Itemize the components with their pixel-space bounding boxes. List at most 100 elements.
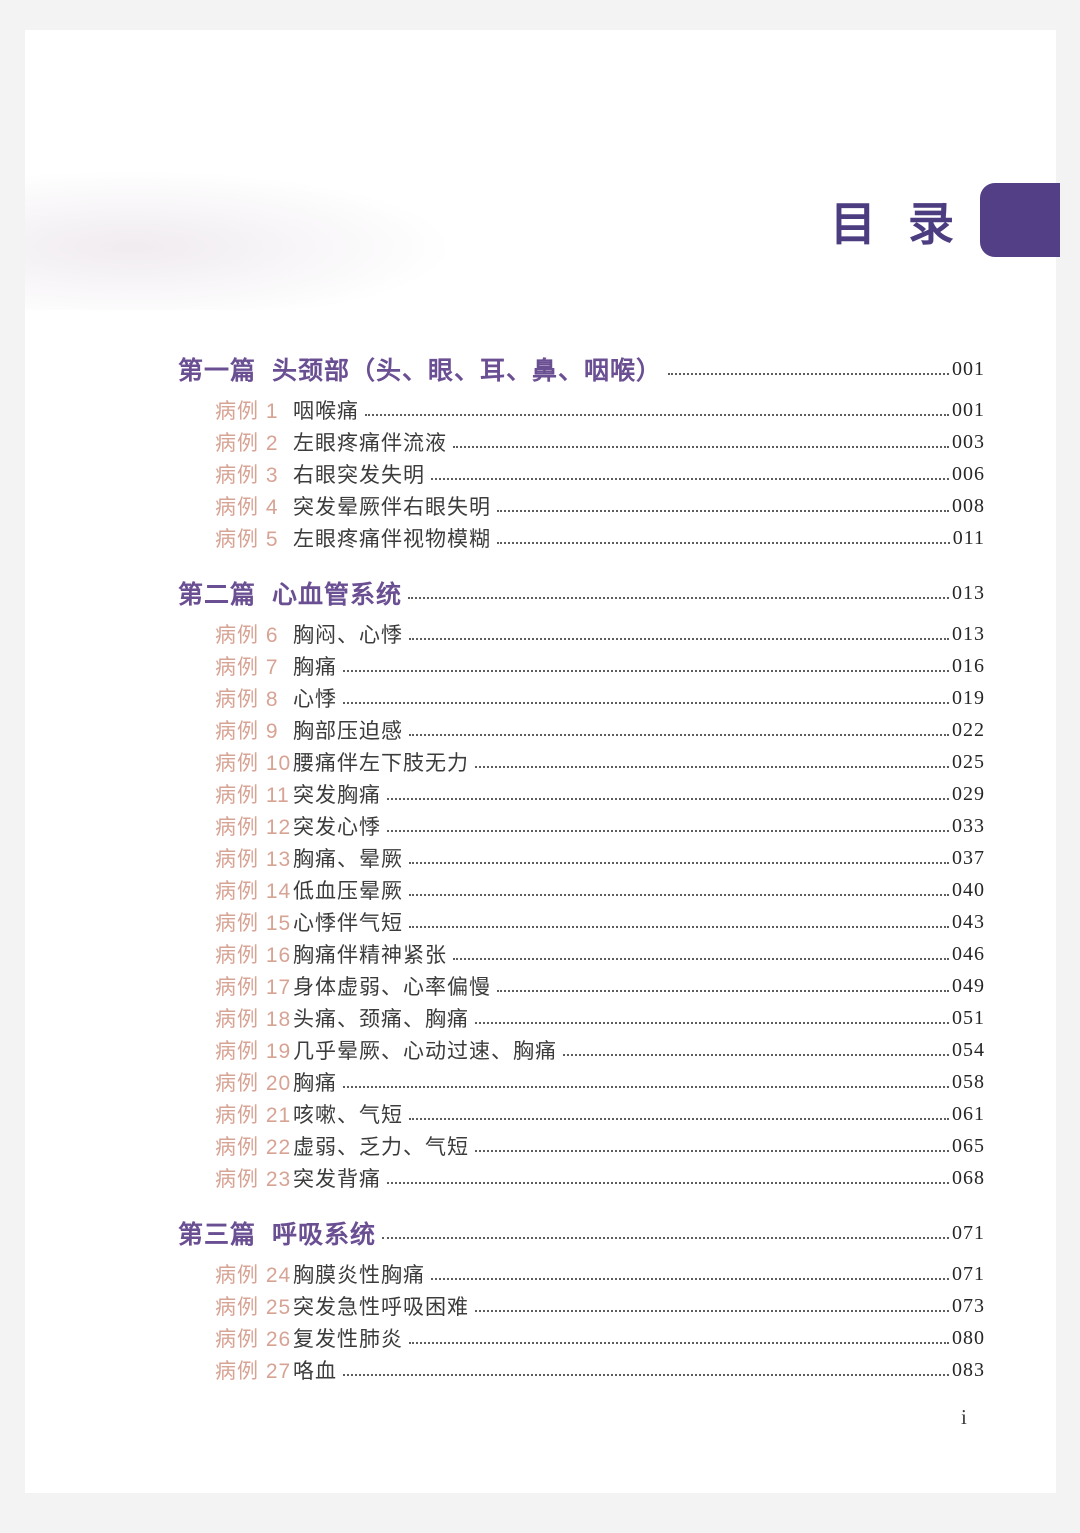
section-label: 第二篇	[178, 581, 257, 609]
case-title: 突发心悸	[293, 816, 381, 839]
case-row: 病例 8 心悸 019	[215, 682, 985, 714]
case-page-number: 080	[952, 1326, 985, 1349]
case-row: 病例 13 胸痛、晕厥 037	[215, 842, 985, 874]
case-label: 病例 7	[215, 656, 279, 679]
case-row: 病例 2 左眼疼痛伴流液 003	[215, 426, 985, 458]
case-page-number: 049	[952, 974, 985, 997]
section-page-number: 013	[952, 581, 985, 604]
case-title: 虚弱、乏力、气短	[293, 1136, 469, 1159]
case-page-number: 019	[952, 686, 985, 709]
dot-leader	[668, 373, 949, 375]
dot-leader	[408, 597, 949, 599]
case-title: 突发急性呼吸困难	[293, 1296, 469, 1319]
case-row: 病例 18 头痛、颈痛、胸痛 051	[215, 1002, 985, 1034]
case-page-number: 016	[952, 654, 985, 677]
case-title: 咽喉痛	[293, 400, 359, 423]
case-row: 病例 20 胸痛 058	[215, 1066, 985, 1098]
folio-page-number: i	[961, 1405, 967, 1429]
case-page-number: 083	[952, 1358, 985, 1381]
case-row: 病例 6 胸闷、心悸 013	[215, 618, 985, 650]
case-title: 腰痛伴左下肢无力	[293, 752, 469, 775]
case-page-number: 033	[952, 814, 985, 837]
case-label: 病例 21	[215, 1104, 292, 1127]
case-label: 病例 1	[215, 400, 279, 423]
dot-leader	[343, 1086, 949, 1088]
case-row: 病例 15 心悸伴气短 043	[215, 906, 985, 938]
case-title: 咯血	[293, 1360, 337, 1383]
case-title: 左眼疼痛伴视物模糊	[293, 528, 491, 551]
case-page-number: 011	[952, 526, 985, 549]
case-title: 胸痛	[293, 1072, 337, 1095]
case-title: 右眼突发失明	[293, 464, 425, 487]
dot-leader	[475, 1150, 949, 1152]
case-title: 身体虚弱、心率偏慢	[293, 976, 491, 999]
chapter-corner-tab	[980, 183, 1060, 257]
page-title: 目录	[830, 198, 986, 250]
dot-leader	[343, 1374, 949, 1376]
case-label: 病例 5	[215, 528, 279, 551]
case-title: 低血压晕厥	[293, 880, 403, 903]
case-page-number: 037	[952, 846, 985, 869]
case-page-number: 058	[952, 1070, 985, 1093]
section-page-number: 001	[952, 357, 985, 380]
toc-section: 第一篇 头颈部（头、眼、耳、鼻、咽喉） 001 病例 1 咽喉痛 001 病例 2 左眼疼痛伴…	[178, 352, 985, 554]
case-title: 胸痛、晕厥	[293, 848, 403, 871]
case-page-number: 008	[952, 494, 985, 517]
dot-leader	[365, 414, 949, 416]
case-row: 病例 17 身体虚弱、心率偏慢 049	[215, 970, 985, 1002]
case-list: 病例 6 胸闷、心悸 013 病例 7 胸痛 016 病例 8 心悸 019 病例 9 胸部压迫感 0…	[178, 618, 985, 1194]
case-row: 病例 1 咽喉痛 001	[215, 394, 985, 426]
dot-leader	[409, 1118, 949, 1120]
case-row: 病例 5 左眼疼痛伴视物模糊 011	[215, 522, 985, 554]
dot-leader	[409, 638, 949, 640]
scan-artifact-shade	[25, 170, 455, 310]
case-title: 胸闷、心悸	[293, 624, 403, 647]
section-label: 第一篇	[178, 357, 257, 385]
case-row: 病例 24 胸膜炎性胸痛 071	[215, 1258, 985, 1290]
case-page-number: 051	[952, 1006, 985, 1029]
dot-leader	[453, 958, 949, 960]
case-title: 胸痛	[293, 656, 337, 679]
case-row: 病例 26 复发性肺炎 080	[215, 1322, 985, 1354]
dot-leader	[382, 1237, 949, 1239]
case-label: 病例 25	[215, 1296, 292, 1319]
dot-leader	[409, 926, 949, 928]
toc-section: 第二篇 心血管系统 013 病例 6 胸闷、心悸 013 病例 7 胸痛 016 病例 8 心悸 01…	[178, 576, 985, 1194]
dot-leader	[387, 798, 949, 800]
case-page-number: 046	[952, 942, 985, 965]
case-label: 病例 10	[215, 752, 292, 775]
dot-leader	[497, 542, 950, 544]
book-page: 目录 第一篇 头颈部（头、眼、耳、鼻、咽喉） 001 病例 1 咽喉痛 001 病例 2 左眼…	[25, 30, 1060, 1493]
case-row: 病例 10 腰痛伴左下肢无力 025	[215, 746, 985, 778]
case-label: 病例 18	[215, 1008, 292, 1031]
case-title: 心悸	[293, 688, 337, 711]
case-label: 病例 16	[215, 944, 292, 967]
case-row: 病例 3 右眼突发失明 006	[215, 458, 985, 490]
dot-leader	[431, 1278, 949, 1280]
section-label: 第三篇	[178, 1221, 257, 1249]
case-row: 病例 14 低血压晕厥 040	[215, 874, 985, 906]
case-label: 病例 12	[215, 816, 292, 839]
case-page-number: 001	[952, 398, 985, 421]
case-title: 复发性肺炎	[293, 1328, 403, 1351]
case-label: 病例 26	[215, 1328, 292, 1351]
section-page-number: 071	[952, 1221, 985, 1244]
toc-section: 第三篇 呼吸系统 071 病例 24 胸膜炎性胸痛 071 病例 25 突发急性呼吸困难 073…	[178, 1216, 985, 1386]
case-title: 左眼疼痛伴流液	[293, 432, 447, 455]
dot-leader	[387, 830, 949, 832]
case-title: 胸膜炎性胸痛	[293, 1264, 425, 1287]
case-page-number: 065	[952, 1134, 985, 1157]
dot-leader	[497, 990, 949, 992]
case-page-number: 054	[952, 1038, 985, 1061]
section-heading-row: 第一篇 头颈部（头、眼、耳、鼻、咽喉） 001	[178, 352, 985, 386]
case-label: 病例 2	[215, 432, 279, 455]
case-list: 病例 24 胸膜炎性胸痛 071 病例 25 突发急性呼吸困难 073 病例 26 复发性肺炎…	[178, 1258, 985, 1386]
case-label: 病例 19	[215, 1040, 292, 1063]
case-title: 胸部压迫感	[293, 720, 403, 743]
dot-leader	[431, 478, 949, 480]
case-label: 病例 13	[215, 848, 292, 871]
section-title: 心血管系统	[272, 581, 403, 609]
dot-leader	[563, 1054, 949, 1056]
table-of-contents: 第一篇 头颈部（头、眼、耳、鼻、咽喉） 001 病例 1 咽喉痛 001 病例 2 左眼疼痛伴…	[178, 352, 985, 1386]
